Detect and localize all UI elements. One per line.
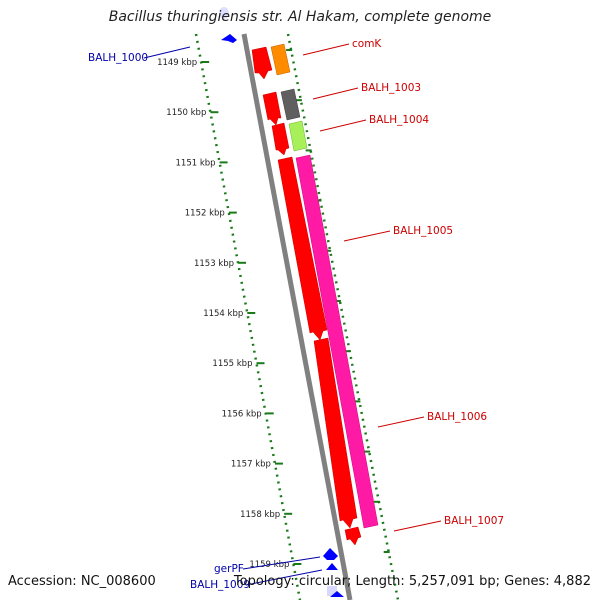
- scale-tick-label: 1150 kbp: [166, 108, 206, 118]
- gene-red-3[interactable]: [271, 122, 290, 156]
- scale-tick-label: 1157 kbp: [231, 460, 271, 470]
- leader-comk: [302, 43, 350, 56]
- label-balh-1003[interactable]: BALH_1003: [361, 82, 421, 94]
- gene-red-1[interactable]: [251, 46, 273, 80]
- label-balh-1007[interactable]: BALH_1007: [444, 515, 504, 527]
- leader-balh-1007: [393, 520, 442, 532]
- gene-comk[interactable]: [270, 43, 291, 76]
- leader-balh-1003: [312, 87, 359, 100]
- gene-red-4[interactable]: [277, 156, 328, 341]
- gene-red-6[interactable]: [344, 526, 362, 546]
- scale-tick-label: 1151 kbp: [176, 158, 216, 168]
- right-labels: comK BALH_1003 BALH_1004 BALH_1005 BALH_…: [302, 38, 504, 532]
- label-balh-1005[interactable]: BALH_1005: [393, 225, 453, 237]
- blue-marker-faded: [327, 586, 337, 596]
- blue-marker-bottom[interactable]: [330, 591, 344, 597]
- scale-line: [194, 33, 302, 601]
- gene-red-5[interactable]: [313, 337, 358, 529]
- scale-tick-label: 1158 kbp: [240, 510, 280, 520]
- scale-tick-label: 1153 kbp: [194, 259, 234, 269]
- feature-track-line: [286, 33, 400, 601]
- gene-red-2[interactable]: [262, 91, 282, 126]
- scale-tick-label: 1149 kbp: [157, 58, 197, 68]
- label-balh-1004[interactable]: BALH_1004: [369, 114, 429, 126]
- scale-tick-label: 1156 kbp: [222, 409, 262, 419]
- map-title: Bacillus thuringiensis str. Al Hakam, co…: [108, 9, 492, 25]
- left-labels: BALH_1000 gerPF BALH_1009: [88, 46, 323, 591]
- genome-backbone: [241, 33, 353, 601]
- scale-tick-label: 1155 kbp: [212, 359, 252, 369]
- gene-balh-1003[interactable]: [280, 88, 301, 121]
- gene-features: [219, 7, 379, 597]
- genome-summary-text: Topology: circular; Length: 5,257,091 bp…: [233, 574, 591, 589]
- gene-balh-1005[interactable]: [295, 154, 379, 529]
- leader-balh-1004: [319, 119, 367, 132]
- scale-tick-label: 1154 kbp: [203, 309, 243, 319]
- label-comk[interactable]: comK: [352, 38, 382, 50]
- label-gerpf[interactable]: gerPF: [214, 563, 244, 575]
- label-balh-1009[interactable]: BALH_1009: [190, 579, 250, 591]
- feature-track-ticks: [286, 49, 390, 553]
- blue-marker-balh-1009[interactable]: [326, 563, 338, 570]
- leader-balh-1000: [143, 46, 191, 59]
- scale-ruler: 1149 kbp 1150 kbp 1151 kbp 1152 kbp 1153 kbp…: [157, 33, 302, 601]
- accession-text: Accession: NC_008600: [8, 574, 156, 589]
- leader-balh-1009: [245, 569, 323, 586]
- blue-marker-top-faded: [219, 7, 229, 19]
- blue-marker-top[interactable]: [221, 34, 237, 43]
- label-balh-1006[interactable]: BALH_1006: [427, 411, 487, 423]
- gene-balh-1004[interactable]: [288, 120, 308, 152]
- scale-tick-label: 1152 kbp: [185, 209, 225, 219]
- leader-gerpf: [242, 556, 321, 570]
- label-balh-1000[interactable]: BALH_1000: [88, 52, 148, 64]
- leader-balh-1006: [377, 416, 425, 428]
- leader-balh-1005: [343, 230, 391, 242]
- blue-marker-gerpf[interactable]: [323, 548, 338, 560]
